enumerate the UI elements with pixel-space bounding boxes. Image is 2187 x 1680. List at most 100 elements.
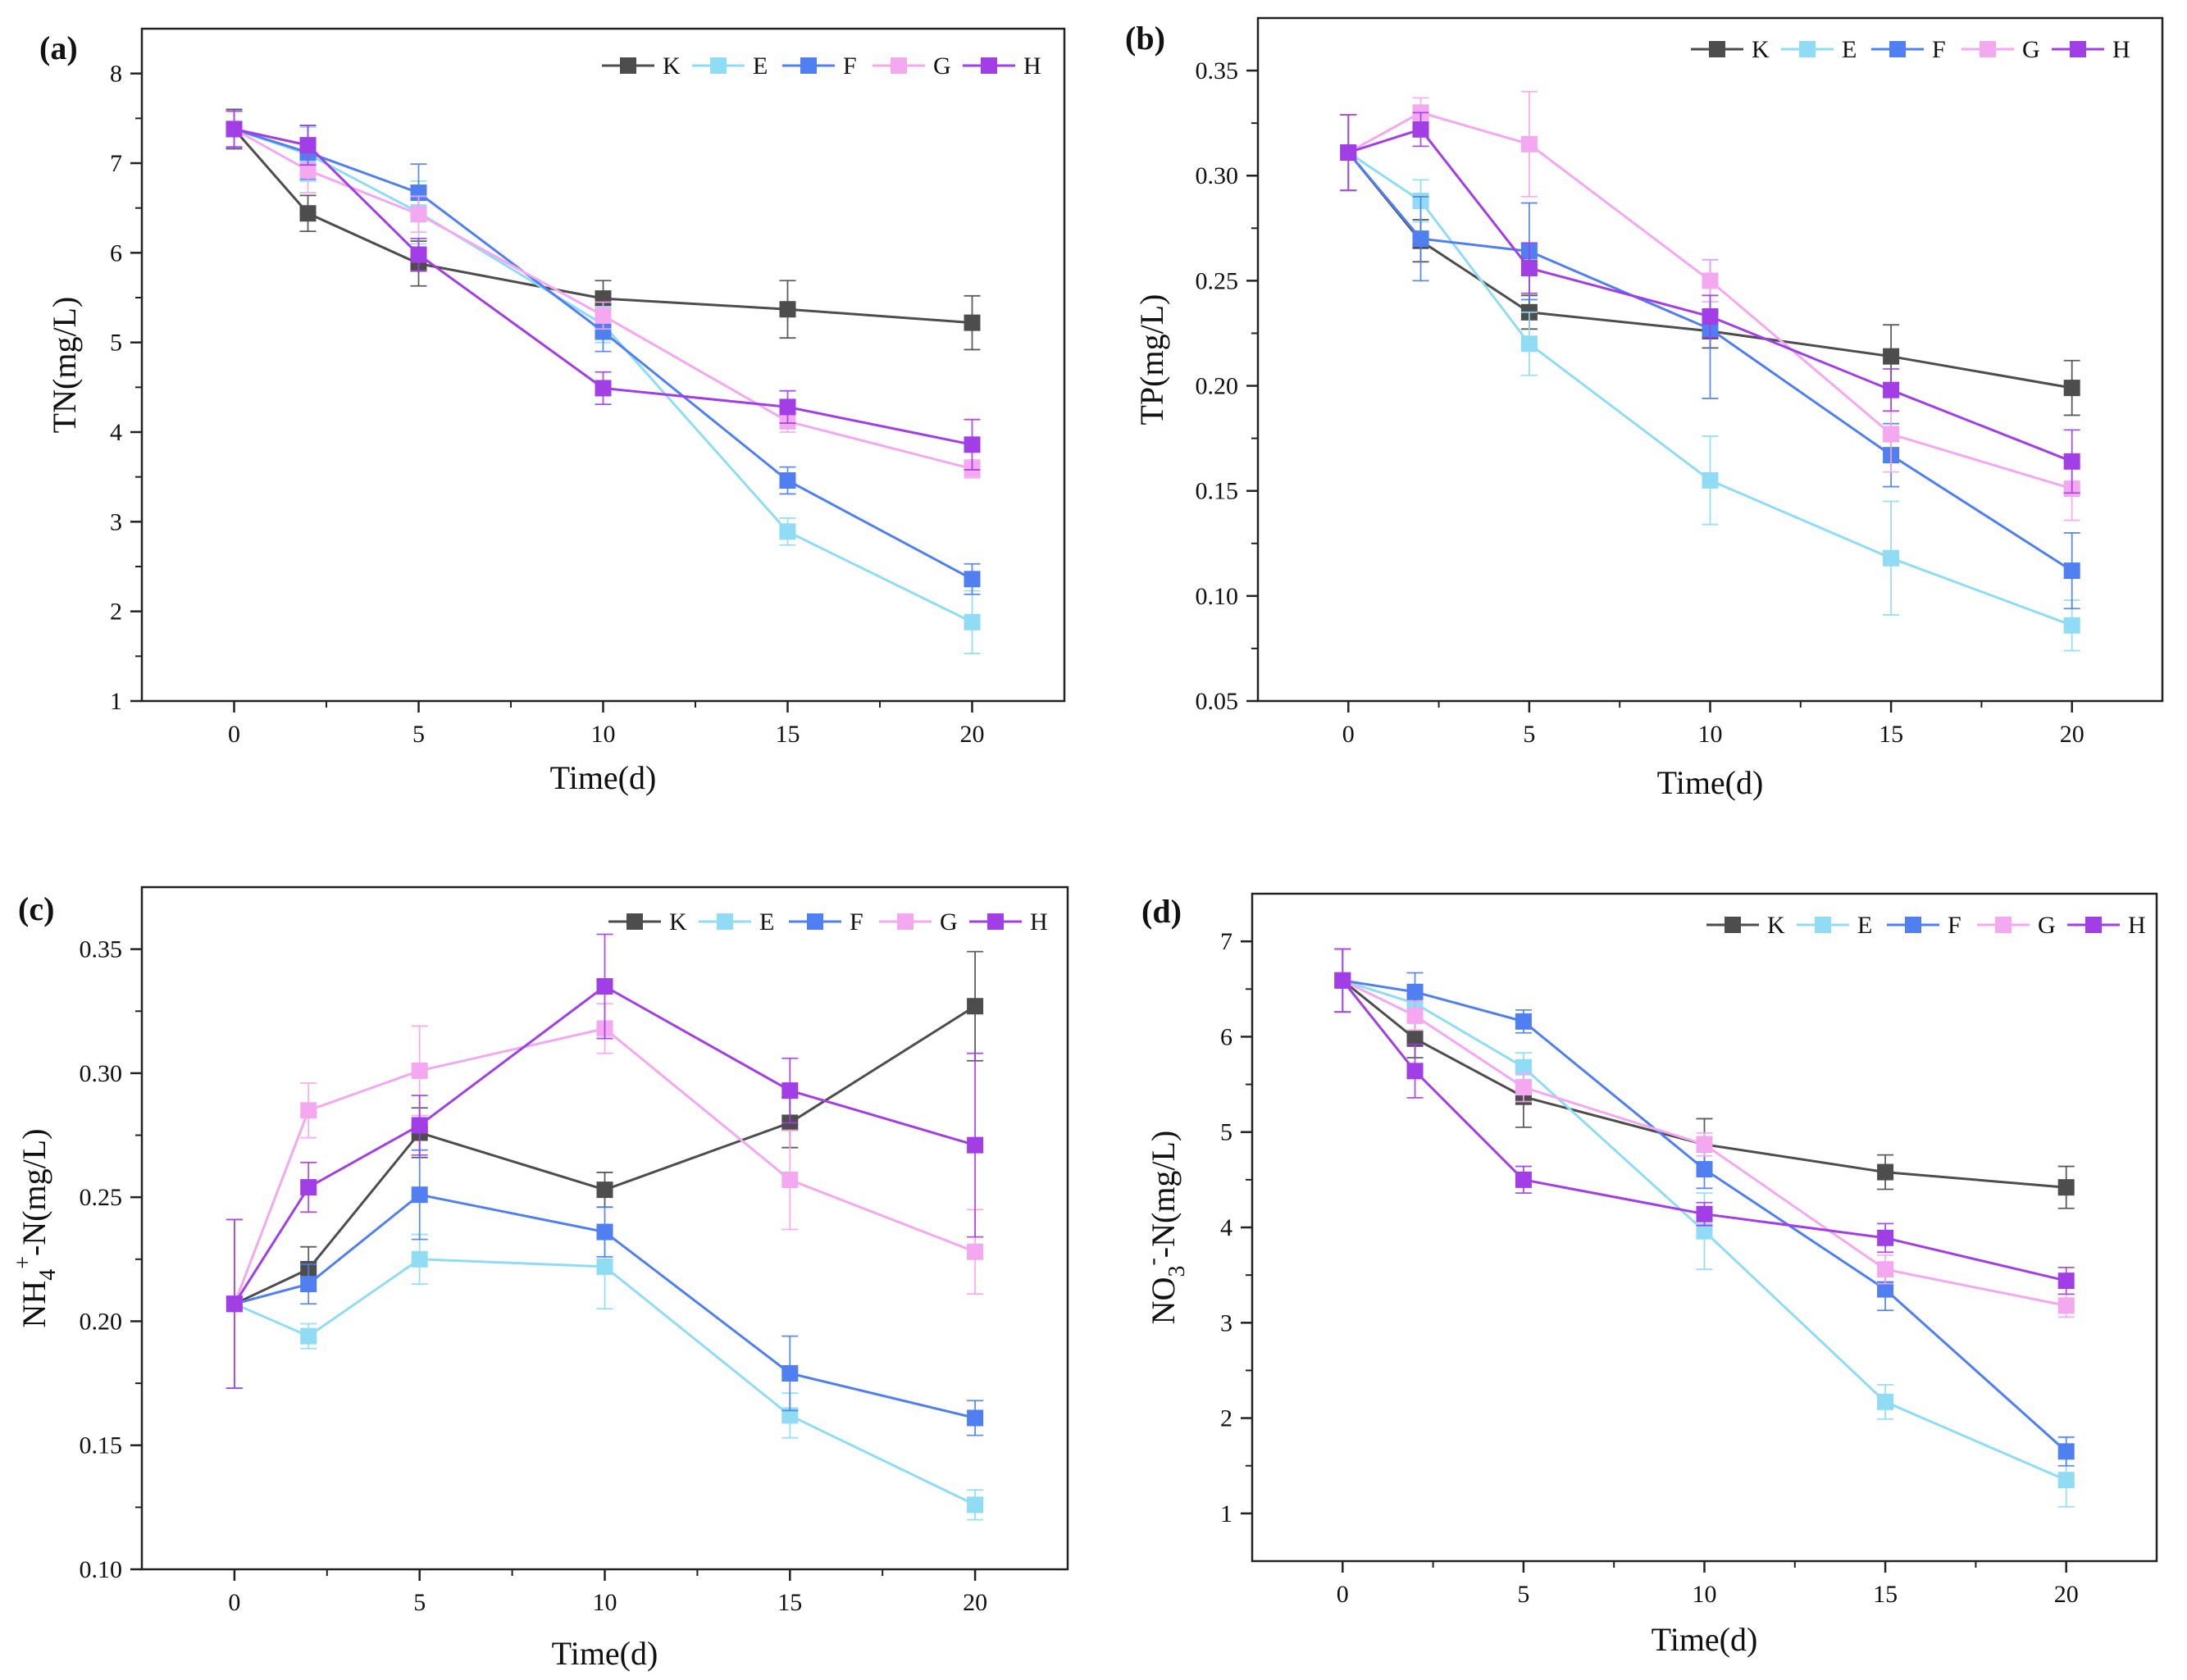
x-tick-label: 5 <box>1523 721 1535 748</box>
y-tick-label: 0.15 <box>80 1432 123 1459</box>
data-point <box>2057 1179 2075 1196</box>
data-point <box>964 613 981 631</box>
series-line-K <box>234 1004 976 1305</box>
legend-label: E <box>1857 912 1872 939</box>
legend-marker <box>800 57 817 74</box>
x-tick-label: 20 <box>2060 721 2084 748</box>
y-tick-label: 6 <box>110 239 122 266</box>
y-tick-label: 6 <box>1220 1023 1232 1050</box>
panel-letter: (b) <box>1125 20 1165 57</box>
series-H <box>1340 112 2080 494</box>
data-point <box>1877 1261 1894 1278</box>
x-tick-label: 0 <box>228 1589 240 1616</box>
y-tick-label: 0.35 <box>80 936 123 963</box>
plot-area <box>1334 948 2075 1508</box>
y-tick-label: 0.20 <box>1196 373 1239 400</box>
x-tick-label: 5 <box>1517 1581 1529 1608</box>
data-point <box>1877 1393 1894 1410</box>
x-tick-label: 5 <box>413 1589 426 1616</box>
legend-item-F: F <box>782 52 857 80</box>
data-point <box>1877 1163 1894 1181</box>
legend-item-E: E <box>1781 36 1857 63</box>
x-axis-title: Time(d) <box>550 759 657 796</box>
x-tick-label: 0 <box>1342 721 1355 748</box>
data-point <box>967 1243 984 1260</box>
legend-marker <box>1995 917 2012 933</box>
legend-marker <box>981 57 997 74</box>
y-tick-label: 2 <box>110 599 122 626</box>
legend-label: F <box>843 52 857 80</box>
legend-label: K <box>1752 36 1770 63</box>
legend-marker <box>1799 41 1816 57</box>
series-F <box>226 1149 984 1436</box>
x-tick-label: 15 <box>776 721 800 748</box>
data-point <box>1520 335 1538 353</box>
data-point <box>964 436 981 453</box>
y-tick-label: 4 <box>110 419 122 446</box>
legend-marker <box>2070 41 2086 57</box>
legend-item-H: H <box>969 908 1048 936</box>
series-H <box>1334 948 2075 1295</box>
y-tick-label: 0.25 <box>80 1184 123 1211</box>
series-line-E <box>234 128 973 624</box>
legend-item-F: F <box>789 908 863 936</box>
series-line-F <box>1342 979 2067 1453</box>
legend-marker <box>891 57 907 74</box>
legend-item-H: H <box>2052 36 2130 63</box>
legend-label: K <box>663 52 681 80</box>
legend-label: E <box>1842 36 1857 63</box>
legend-label: G <box>940 908 958 936</box>
legend-item-G: G <box>873 52 951 80</box>
legend-item-F: F <box>1871 36 1946 63</box>
legend-item-F: F <box>1887 912 1961 939</box>
y-axis-title: TP(mg/L) <box>1133 294 1170 426</box>
x-axis: 0 5 10 15 20 <box>228 1569 987 1616</box>
legend-marker <box>987 913 1004 930</box>
data-point <box>2063 562 2080 580</box>
legend-label: G <box>2038 912 2056 939</box>
data-point <box>595 323 612 340</box>
y-axis-title-subscript: 4 <box>35 1269 61 1281</box>
data-point <box>299 162 317 179</box>
y-tick-label: 8 <box>110 61 122 88</box>
data-point <box>1520 135 1538 153</box>
y-axis-title: NH4+-N(mg/L) <box>11 1128 61 1327</box>
legend-item-E: E <box>692 52 768 80</box>
legend-label: E <box>753 52 768 80</box>
series-line-G <box>233 128 973 471</box>
y-tick-label: 2 <box>1220 1405 1232 1432</box>
y-tick-label: 1 <box>110 688 122 715</box>
x-axis-title: Time(d) <box>552 1635 658 1672</box>
series-line-G <box>1347 111 2073 490</box>
x-tick-label: 0 <box>1337 1581 1349 1608</box>
x-axis: 0 5 10 15 20 <box>1342 701 2084 748</box>
y-axis-title-part: NO <box>1145 1277 1182 1325</box>
data-point <box>1406 983 1424 1000</box>
series-E <box>1334 948 2075 1508</box>
legend-marker <box>620 57 636 74</box>
series-line-K <box>1342 979 2066 1189</box>
data-point <box>299 205 317 222</box>
data-point <box>300 1102 317 1119</box>
data-point <box>1702 307 1719 325</box>
y-axis: 1 2 3 4 5 6 7 <box>1220 928 1252 1527</box>
series-line-H <box>233 985 976 1305</box>
y-tick-label: 0.30 <box>80 1060 123 1087</box>
data-point <box>1520 260 1538 277</box>
series-F <box>1340 114 2080 610</box>
y-tick-label: 0.25 <box>1196 267 1239 294</box>
data-point <box>595 380 612 397</box>
series-G <box>1340 90 2080 521</box>
data-point <box>411 1186 428 1204</box>
y-tick-label: 0.35 <box>1196 57 1239 84</box>
legend-label: K <box>1767 912 1785 939</box>
data-point <box>410 206 427 223</box>
data-point <box>1883 549 1900 567</box>
legend-label: H <box>1023 52 1041 80</box>
y-axis-title-subscript: 3 <box>1164 1266 1190 1277</box>
y-tick-label: 5 <box>1220 1119 1232 1146</box>
y-axis-title-superscript: - <box>1140 1258 1165 1265</box>
series-H <box>226 110 981 471</box>
legend-marker <box>1709 41 1725 57</box>
